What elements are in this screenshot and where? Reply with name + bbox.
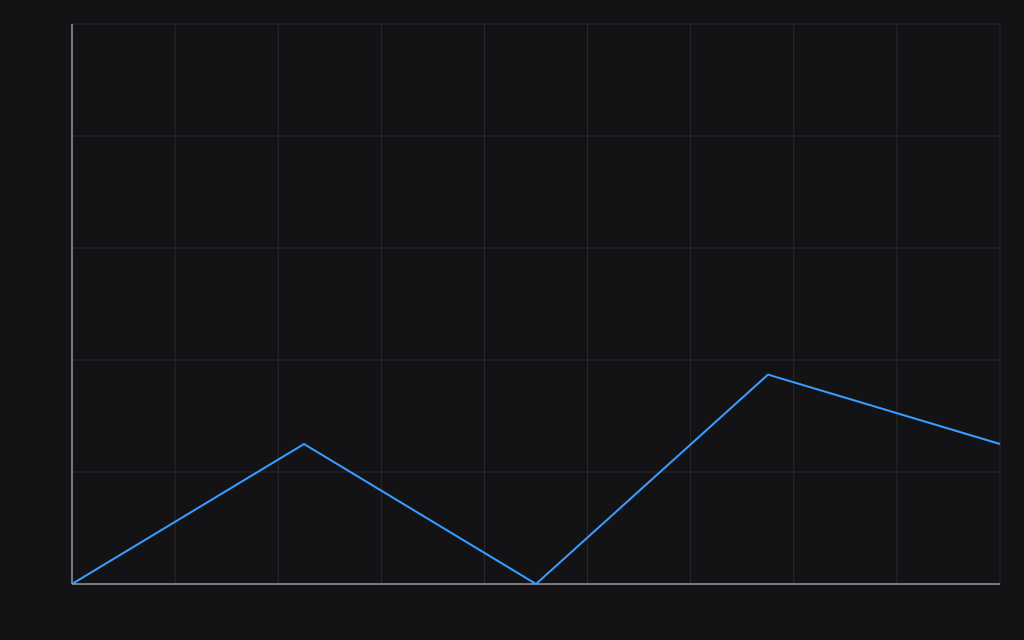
series-layer (71, 373, 1001, 586)
series-line-0 (71, 373, 1001, 586)
grid-layer (71, 23, 1001, 585)
